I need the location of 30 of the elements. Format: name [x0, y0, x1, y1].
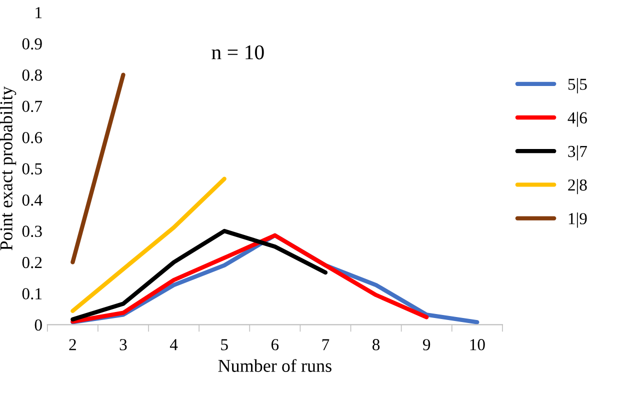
y-tick-label: 0 — [34, 319, 42, 331]
line-series — [70, 228, 328, 322]
x-tick-label: 10 — [470, 339, 485, 350]
y-tick-label: 0.8 — [22, 70, 42, 81]
y-tick-label: 0.4 — [22, 194, 42, 206]
x-tick-label: 6 — [271, 339, 279, 350]
y-tick-label: 0.6 — [22, 132, 42, 144]
legend-label: 2|8 — [568, 178, 587, 194]
legend-label: 3|7 — [568, 145, 587, 161]
y-tick-label: 0.2 — [22, 256, 42, 268]
line-series — [70, 176, 226, 314]
x-axis-title: Number of runs — [218, 359, 332, 372]
y-tick-label: 0.7 — [22, 100, 42, 112]
x-tick-label: 3 — [120, 339, 127, 350]
x-tick-label: 2 — [69, 339, 76, 350]
legend-label: 1|9 — [568, 212, 587, 228]
x-tick-label: 8 — [372, 339, 380, 350]
x-tick-label: 5 — [221, 339, 228, 350]
y-tick-label: 1 — [36, 7, 42, 18]
x-tick-label: 4 — [170, 339, 178, 350]
annotation: n = 10 — [212, 45, 264, 60]
x-tick-label: 9 — [422, 339, 430, 350]
x-tick-label: 7 — [322, 339, 330, 350]
legend-label: 4|6 — [568, 112, 587, 127]
legend-label: 5|5 — [568, 78, 587, 94]
y-axis-title: Point exact probability — [0, 86, 16, 250]
y-tick-label: 0.5 — [22, 163, 42, 175]
y-tick-label: 0.9 — [22, 38, 42, 50]
y-tick-label: 0.1 — [22, 288, 42, 300]
y-tick-label: 0.3 — [22, 226, 42, 237]
